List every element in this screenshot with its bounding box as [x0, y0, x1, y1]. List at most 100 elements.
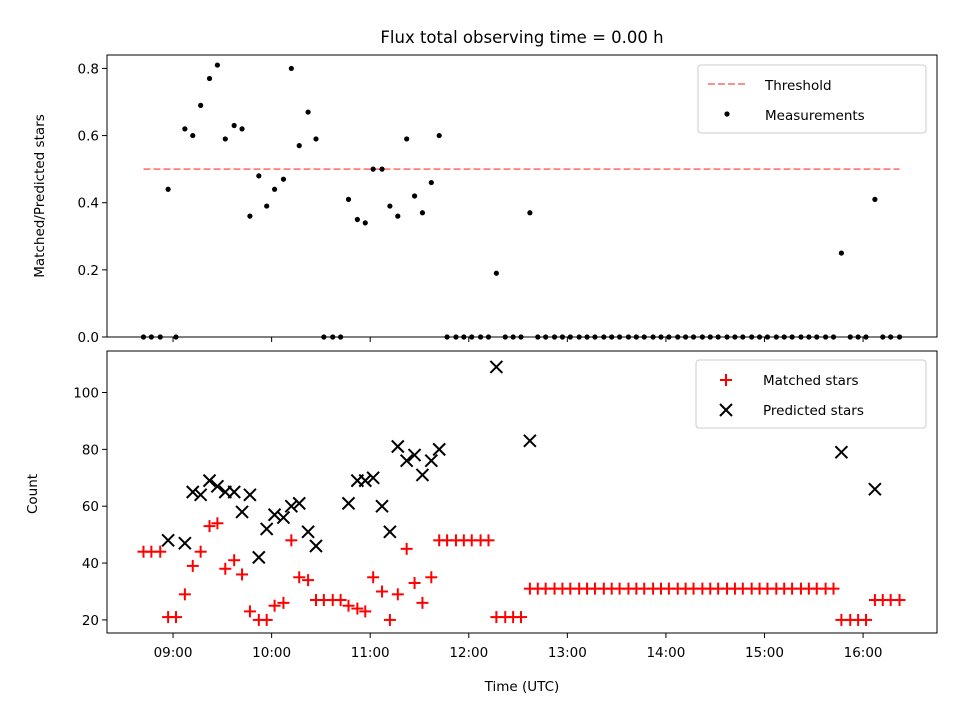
predicted-star-point [267, 508, 282, 522]
predicted-star-point [284, 499, 299, 513]
count-panel: 20 40 60 80 100 09:00 10:00 11:00 12:00 13:00 14:… [25, 350, 938, 695]
ratio-y-tick-label: 0.4 [78, 196, 99, 212]
measurement-point [214, 62, 221, 68]
count-y-tick-label: 60 [82, 499, 99, 515]
predicted-star-point [161, 533, 175, 548]
count-x-tick-label: 14:00 [646, 645, 685, 661]
predicted-star-point [375, 499, 389, 513]
ratio-y-tick-label: 0.6 [78, 129, 99, 145]
measurement-point [222, 136, 228, 142]
count-y-axis: 20 40 60 80 100 [73, 386, 107, 629]
matched-star-point [367, 571, 380, 584]
predicted-star-point [358, 473, 372, 488]
measurement-point [395, 213, 401, 219]
matched-star-point [186, 559, 199, 572]
count-x-axis: 09:00 10:00 11:00 12:00 13:00 14:00 15:00 16:00 [154, 633, 883, 661]
matched-star-point [383, 613, 396, 626]
predicted-star-point [341, 496, 356, 511]
matched-star-point [268, 599, 281, 612]
count-y-tick-label: 40 [82, 556, 99, 572]
measurement-point [231, 122, 237, 129]
legend-predicted-label: Predicted stars [763, 403, 864, 419]
matched-star-point [302, 574, 315, 587]
count-plot-frame [106, 350, 938, 634]
matched-star-point [351, 602, 364, 615]
matched-star-point [154, 545, 167, 558]
matched-star-point [515, 611, 528, 624]
matched-star-point [408, 576, 421, 589]
matched-star-point [416, 596, 429, 609]
matched-star-point [203, 520, 216, 533]
predicted-star-point [210, 479, 225, 494]
matched-star-point [228, 554, 241, 567]
count-x-tick-label: 12:00 [449, 645, 488, 661]
measurement-point [264, 203, 270, 209]
predicted-star-point [489, 360, 504, 374]
chart-title: Flux total observing time = 0.00 h [380, 28, 663, 47]
legend-threshold-label: Threshold [764, 78, 832, 94]
matched-star-point [334, 594, 347, 607]
matched-star-point [260, 613, 273, 626]
measurement-point [239, 126, 245, 132]
ratio-y-tick-label: 0.2 [78, 263, 99, 279]
predicted-star-point [415, 468, 430, 482]
count-plot-area [137, 360, 906, 626]
matched-star-point [342, 599, 355, 612]
matched-star-point [860, 613, 873, 626]
predicted-star-point [407, 448, 422, 462]
measurement-point [493, 270, 499, 276]
matched-star-point [178, 588, 191, 601]
count-legend: Matched stars Predicted stars [695, 359, 927, 429]
ratio-y-axis-label: Matched/Predicted stars [32, 114, 48, 277]
matched-star-point [277, 596, 290, 609]
count-x-tick-label: 09:00 [154, 645, 193, 661]
measurement-point [362, 220, 368, 226]
measurement-point [271, 186, 278, 192]
count-y-tick-label: 100 [73, 386, 99, 402]
matched-star-point [391, 588, 404, 601]
measurement-point [206, 75, 213, 82]
measurement-point [198, 102, 204, 108]
measurement-point [387, 203, 393, 209]
matched-star-point [425, 571, 438, 584]
matched-star-point [219, 562, 232, 575]
matched-star-point [211, 517, 224, 530]
measurement-point [436, 132, 442, 139]
measurement-point [313, 136, 319, 142]
ratio-y-tick-label: 0.8 [78, 61, 99, 77]
x-axis-label: Time (UTC) [484, 679, 560, 695]
count-y-tick-label: 20 [82, 613, 99, 629]
measurement-point [419, 210, 426, 216]
measurement-point [370, 166, 376, 172]
measurement-point [305, 109, 311, 115]
matched-star-point [293, 571, 306, 584]
predicted-star-point [523, 434, 537, 448]
matched-star-point [243, 605, 256, 618]
matched-star-point [236, 568, 249, 581]
measurement-point [354, 216, 360, 223]
ratio-legend-box [697, 64, 927, 134]
legend-measurements-label: Measurements [765, 108, 865, 124]
ratio-plot-frame [106, 54, 938, 338]
predicted-star-point [202, 473, 217, 488]
count-x-tick-label: 13:00 [548, 645, 587, 661]
count-x-tick-label: 10:00 [252, 645, 291, 661]
matched-star-point [285, 534, 298, 547]
predicted-star-point [292, 496, 306, 511]
predicted-star-point [301, 525, 315, 539]
measurement-point [296, 143, 302, 149]
predicted-star-point [178, 536, 192, 550]
matched-star-point [170, 611, 183, 624]
count-legend-box [695, 359, 927, 429]
measurement-point [256, 173, 262, 179]
legend-matched-swatch [720, 374, 732, 386]
predicted-star-point [868, 482, 882, 496]
matched-star-point [400, 542, 413, 555]
ratio-y-tick-label: 0.0 [78, 330, 99, 346]
predicted-star-point [252, 550, 266, 565]
predicted-star-point [259, 522, 274, 536]
predicted-star-point [383, 525, 397, 539]
measurement-point [428, 179, 434, 186]
ratio-x-ticks [172, 337, 864, 342]
